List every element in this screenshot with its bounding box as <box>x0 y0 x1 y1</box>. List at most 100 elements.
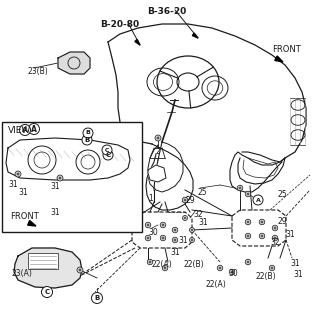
Circle shape <box>271 267 273 269</box>
Text: 31: 31 <box>198 218 208 227</box>
Circle shape <box>184 199 186 201</box>
Circle shape <box>219 267 221 269</box>
Circle shape <box>162 237 164 239</box>
Text: 31: 31 <box>8 180 18 189</box>
Text: 23(A): 23(A) <box>12 269 33 278</box>
Text: A: A <box>22 127 28 133</box>
Circle shape <box>147 237 149 239</box>
Polygon shape <box>275 56 283 62</box>
Circle shape <box>15 171 21 177</box>
Circle shape <box>160 235 166 241</box>
Circle shape <box>182 215 187 220</box>
Circle shape <box>261 235 263 237</box>
Circle shape <box>259 219 265 225</box>
FancyBboxPatch shape <box>2 122 142 232</box>
Text: 31: 31 <box>178 236 188 245</box>
Text: FRONT: FRONT <box>10 212 39 221</box>
Polygon shape <box>28 220 36 226</box>
FancyBboxPatch shape <box>28 253 58 269</box>
Text: C: C <box>105 148 109 153</box>
Text: 25: 25 <box>198 188 208 197</box>
Text: 22(A): 22(A) <box>205 280 226 289</box>
Text: B: B <box>84 137 90 143</box>
Text: 31: 31 <box>18 188 28 197</box>
Circle shape <box>274 237 276 239</box>
Text: 31: 31 <box>285 230 295 239</box>
Circle shape <box>191 239 193 241</box>
Circle shape <box>190 237 194 243</box>
Circle shape <box>253 195 263 205</box>
Circle shape <box>229 269 235 275</box>
Text: 22(B): 22(B) <box>255 272 276 281</box>
Circle shape <box>162 265 168 271</box>
Text: 22(B): 22(B) <box>183 260 203 269</box>
Circle shape <box>155 135 161 141</box>
Text: 31: 31 <box>50 208 60 217</box>
Circle shape <box>17 173 19 175</box>
Text: A: A <box>31 124 37 133</box>
Circle shape <box>245 259 251 265</box>
Text: 31: 31 <box>290 259 300 268</box>
Text: 32: 32 <box>193 210 203 219</box>
Circle shape <box>272 225 278 231</box>
Circle shape <box>245 219 251 225</box>
Circle shape <box>247 261 249 263</box>
Circle shape <box>149 261 151 263</box>
Circle shape <box>182 197 188 203</box>
Circle shape <box>79 269 81 271</box>
Circle shape <box>174 229 176 231</box>
Circle shape <box>147 224 149 226</box>
Circle shape <box>172 227 178 233</box>
Circle shape <box>147 259 153 265</box>
Circle shape <box>247 235 249 237</box>
Text: 30: 30 <box>228 269 238 278</box>
Circle shape <box>245 191 251 197</box>
Text: 2: 2 <box>155 147 160 156</box>
Text: 32: 32 <box>270 238 280 247</box>
Circle shape <box>160 222 166 228</box>
Circle shape <box>102 145 112 155</box>
Circle shape <box>103 150 113 160</box>
Polygon shape <box>58 52 90 74</box>
Circle shape <box>42 286 53 298</box>
Circle shape <box>83 128 93 138</box>
Circle shape <box>162 224 164 226</box>
Circle shape <box>272 235 278 241</box>
Circle shape <box>174 239 176 241</box>
Text: 31: 31 <box>170 248 180 257</box>
Text: 29: 29 <box>185 196 195 205</box>
Text: 25: 25 <box>278 190 288 199</box>
Circle shape <box>261 221 263 223</box>
Text: 30: 30 <box>148 228 158 237</box>
Circle shape <box>217 265 223 271</box>
Text: A: A <box>255 197 261 203</box>
Circle shape <box>157 137 159 139</box>
Text: 31: 31 <box>293 270 303 279</box>
Polygon shape <box>192 33 198 38</box>
Circle shape <box>59 177 61 179</box>
Text: C: C <box>44 289 49 295</box>
Text: 1: 1 <box>148 194 153 203</box>
Circle shape <box>28 124 39 134</box>
Circle shape <box>247 221 249 223</box>
Circle shape <box>274 227 276 229</box>
Polygon shape <box>135 39 140 45</box>
Circle shape <box>191 229 193 231</box>
Polygon shape <box>148 165 166 182</box>
Circle shape <box>164 267 166 269</box>
Circle shape <box>259 233 265 239</box>
Text: B: B <box>86 131 90 135</box>
Circle shape <box>239 187 241 189</box>
Circle shape <box>77 267 83 273</box>
Text: 22(A): 22(A) <box>152 260 173 269</box>
Text: 29: 29 <box>278 217 288 226</box>
Text: C: C <box>106 152 111 158</box>
Circle shape <box>82 135 92 145</box>
Circle shape <box>20 124 31 135</box>
Circle shape <box>245 233 251 239</box>
Polygon shape <box>14 248 82 288</box>
Circle shape <box>237 185 243 191</box>
Circle shape <box>91 292 102 303</box>
Circle shape <box>145 235 151 241</box>
Circle shape <box>57 175 63 181</box>
